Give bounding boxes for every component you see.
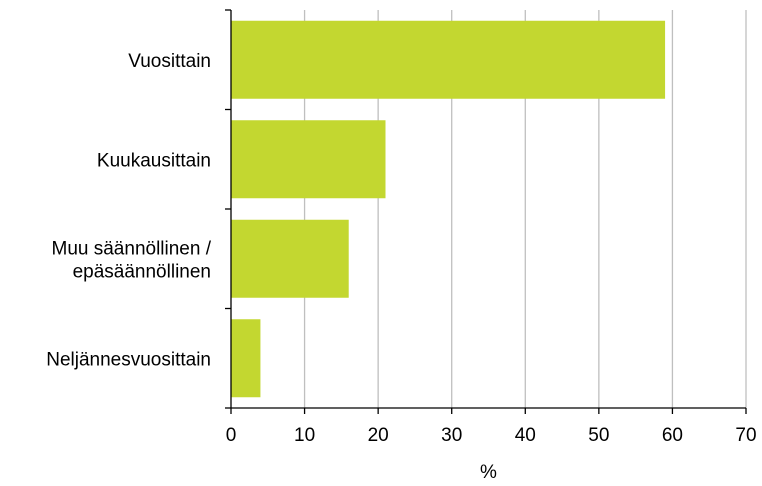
category-labels: Vuosittain Kuukausittain Muu säännöllinen … [46,51,211,371]
x-tick-label-0: 0 [226,425,237,446]
axes [225,9,747,414]
category-label-line: Muu säännöllinen / [52,238,212,259]
x-tick-label-70: 70 [735,425,756,446]
x-tick-labels: 0 10 20 30 40 50 60 70 [226,425,757,446]
category-label-line: Kuukausittain [97,150,211,171]
bar-0 [231,20,666,99]
category-label-line: Neljännesvuosittain [46,349,211,370]
x-tick-label-20: 20 [368,425,389,446]
category-label-3: Neljännesvuosittain [46,349,211,370]
x-tick-label-60: 60 [662,425,683,446]
bars [231,20,666,398]
category-label-line: epäsäännöllinen [73,261,211,282]
x-tick-label-50: 50 [588,425,609,446]
category-label-line: Vuosittain [128,51,211,72]
category-label-2: Muu säännöllinen / epäsäännöllinen [52,238,212,282]
category-label-0: Vuosittain [128,51,211,72]
x-tick-label-10: 10 [294,425,315,446]
bar-2 [231,219,349,298]
x-axis-title: % [480,462,497,483]
x-tick-label-40: 40 [515,425,536,446]
category-label-1: Kuukausittain [97,150,211,171]
bar-1 [231,120,386,199]
bar-3 [231,319,261,398]
x-tick-label-30: 30 [441,425,462,446]
